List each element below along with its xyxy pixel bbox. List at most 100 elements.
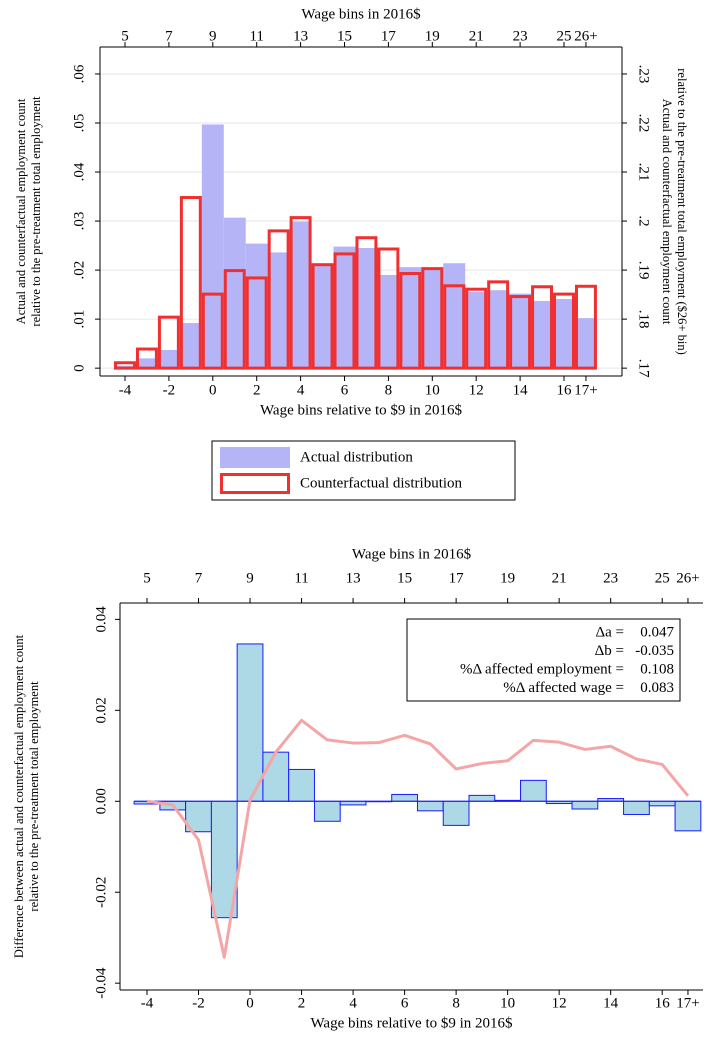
bar xyxy=(179,196,202,370)
bar xyxy=(377,247,400,370)
bar xyxy=(416,800,444,812)
x2-tick-label: 23 xyxy=(603,570,618,586)
y2-tick-label: .22 xyxy=(636,114,652,133)
bar xyxy=(391,793,418,802)
y-tick-label: .05 xyxy=(71,114,87,133)
x-tick-label: 10 xyxy=(425,382,440,398)
bar xyxy=(571,800,599,810)
bar xyxy=(553,292,575,370)
x2-tick-label: 9 xyxy=(246,570,254,586)
x-tick-label: 17+ xyxy=(676,995,699,1011)
bar xyxy=(201,292,224,370)
x-tick-label: 0 xyxy=(246,995,254,1011)
x2-tick-label: 9 xyxy=(209,28,217,44)
x-tick-label: 14 xyxy=(513,382,529,398)
x-tick-label: 10 xyxy=(500,995,515,1011)
legend-label: Actual distribution xyxy=(300,449,413,465)
y-tick-label: .01 xyxy=(71,310,87,329)
x2-tick-label: 21 xyxy=(469,28,484,44)
bar xyxy=(262,751,290,802)
annotation-box xyxy=(406,618,681,702)
bar xyxy=(531,285,554,370)
annotation-label: %Δ affected employment = xyxy=(460,661,624,677)
x-tick-label: 2 xyxy=(298,995,306,1011)
bar xyxy=(465,287,488,370)
y-axis-title: relative to the pre-treatment total empl… xyxy=(29,96,43,327)
bar xyxy=(223,217,246,369)
x-tick-label: -2 xyxy=(163,382,176,398)
bar xyxy=(267,252,290,369)
x2-tick-label: 26+ xyxy=(574,28,597,44)
x2-tick-label: 11 xyxy=(249,28,263,44)
x-tick-label: 8 xyxy=(385,382,393,398)
y2-axis-title: Actual and counterfactual employment cou… xyxy=(660,99,674,325)
bar xyxy=(674,800,702,832)
y-tick-label: -0.04 xyxy=(93,967,109,999)
x2-tick-label: 5 xyxy=(143,570,151,586)
x2-axis-title: Wage bins in 2016$ xyxy=(301,6,421,22)
bar xyxy=(442,800,470,826)
bar xyxy=(114,361,136,370)
x2-tick-label: 5 xyxy=(121,28,129,44)
bar xyxy=(355,248,378,369)
bar xyxy=(135,358,158,369)
bar xyxy=(339,800,367,806)
x2-tick-label: 19 xyxy=(425,28,440,44)
x-tick-label: 12 xyxy=(552,995,567,1011)
bar xyxy=(421,267,444,370)
annotation-value: 0.108 xyxy=(640,661,674,677)
y2-axis-title: relative to the pre-treatment total empl… xyxy=(675,68,689,354)
x2-tick-label: 13 xyxy=(346,570,361,586)
y-tick-label: 0 xyxy=(71,364,87,372)
x2-tick-label: 17 xyxy=(449,570,465,586)
bar xyxy=(201,124,224,369)
y-axis-title: Difference between actual and counterfac… xyxy=(12,634,26,958)
bar xyxy=(333,252,356,370)
y-tick-label: .02 xyxy=(71,261,87,280)
annotation-label: Δb = xyxy=(595,643,624,659)
legend-label: Counterfactual distribution xyxy=(300,475,463,491)
y-tick-label: -0.02 xyxy=(93,877,109,908)
legend-swatch xyxy=(220,473,290,494)
x2-tick-label: 23 xyxy=(513,28,528,44)
y-axis-title: relative to the pre-treatment total empl… xyxy=(27,681,41,912)
bar xyxy=(509,295,532,370)
x-tick-label: 2 xyxy=(253,382,261,398)
y-tick-label: 0.02 xyxy=(93,697,109,723)
bar xyxy=(531,300,554,369)
x-tick-label: 14 xyxy=(603,995,619,1011)
x-tick-label: 0 xyxy=(209,382,217,398)
x2-tick-label: 7 xyxy=(165,28,173,44)
y-tick-label: .03 xyxy=(71,212,87,231)
bar xyxy=(313,800,341,822)
x2-tick-label: 25 xyxy=(655,570,670,586)
annotation-label: Δa = xyxy=(595,624,624,640)
x2-tick-label: 7 xyxy=(195,570,203,586)
x-tick-label: 6 xyxy=(341,382,349,398)
y2-tick-label: .18 xyxy=(636,310,652,329)
bar xyxy=(355,236,378,370)
bar xyxy=(443,263,466,369)
x-tick-label: 6 xyxy=(401,995,409,1011)
x2-tick-label: 15 xyxy=(337,28,352,44)
bar xyxy=(267,229,290,370)
x2-tick-label: 19 xyxy=(500,570,515,586)
y-axis-title: Actual and counterfactual employment cou… xyxy=(14,98,28,324)
bar xyxy=(288,768,315,802)
x2-tick-label: 11 xyxy=(294,570,308,586)
bar xyxy=(520,779,547,802)
y-tick-label: 0.00 xyxy=(93,788,109,814)
bar xyxy=(468,794,496,802)
bar xyxy=(421,267,444,369)
y-tick-label: 0.04 xyxy=(93,606,109,633)
x-tick-label: 4 xyxy=(297,382,305,398)
annotation-value: 0.083 xyxy=(640,680,674,696)
y2-tick-label: .23 xyxy=(636,65,652,84)
bar xyxy=(399,267,422,369)
bar xyxy=(648,800,676,807)
bar xyxy=(157,350,180,369)
x-tick-label: -4 xyxy=(141,995,154,1011)
bar xyxy=(289,216,312,370)
bar xyxy=(245,276,268,370)
bar xyxy=(179,323,202,369)
